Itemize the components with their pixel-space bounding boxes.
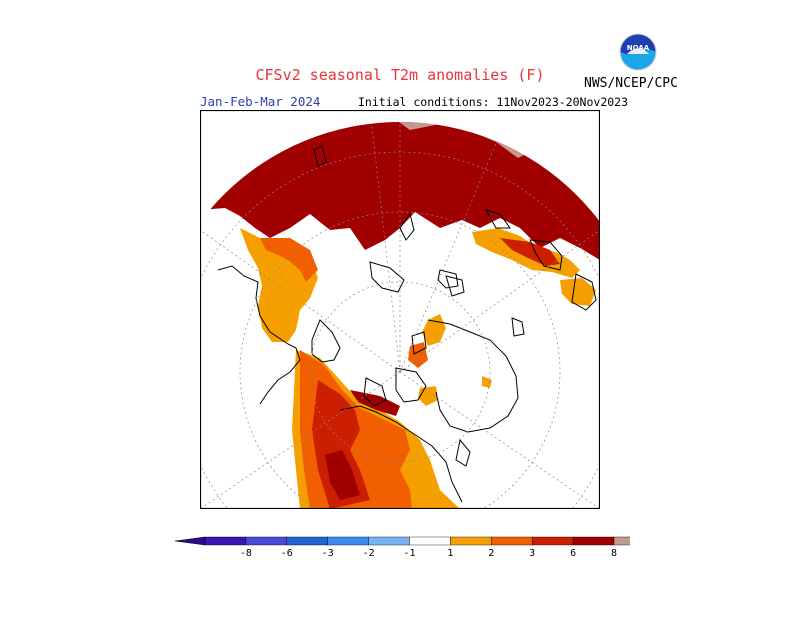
initial-conditions-label: Initial conditions: 11Nov2023-20Nov2023 (358, 95, 629, 109)
anomaly-region-orange-far-east (560, 278, 596, 306)
colorbar-tick-label: 1 (447, 548, 453, 559)
colorbar-box (491, 536, 533, 546)
polar-anomaly-map (200, 110, 600, 509)
colorbar-tick-label: 8 (611, 548, 617, 559)
anomaly-region-red-east (500, 238, 560, 266)
colorbar-box (409, 536, 451, 546)
colorbar-box (572, 536, 615, 546)
colorbar-arrow-low (175, 536, 206, 546)
season-label: Jan-Feb-Mar 2024 (200, 94, 321, 109)
colorbar-tick-label: 2 (488, 548, 494, 559)
colorbar-box (286, 536, 328, 546)
colorbar-box (204, 536, 247, 546)
colorbar-tick-label: -6 (281, 548, 293, 559)
anomaly-region-redorange-west (260, 238, 318, 282)
logo-text: NOAA (627, 44, 650, 52)
anomaly-region-small-orange (482, 376, 492, 388)
colorbar-box (327, 536, 369, 546)
colorbar-tick-label: 6 (570, 548, 576, 559)
colorbar-tick-label: 3 (529, 548, 535, 559)
colorbar-tick-label: -1 (403, 548, 415, 559)
colorbar-tick-label: -3 (322, 548, 334, 559)
colorbar: -8 -6 -3 -2 -1 1 2 3 6 8 (175, 536, 630, 559)
anomaly-region-america-darkred (325, 450, 360, 500)
colorbar-box (368, 536, 410, 546)
colorbar-box (532, 536, 574, 546)
colorbar-box (245, 536, 288, 546)
agency-label: NWS/NCEP/CPC (584, 76, 678, 91)
colorbar-box (450, 536, 492, 546)
anomaly-region-arctic-darkred (350, 390, 400, 416)
colorbar-tick-label: -8 (240, 548, 252, 559)
chart-title: CFSv2 seasonal T2m anomalies (F) (255, 66, 545, 84)
anomaly-region-america-red (312, 380, 370, 509)
noaa-logo-icon: NOAA (619, 33, 657, 71)
colorbar-box (613, 536, 630, 546)
colorbar-tick-label: -2 (363, 548, 375, 559)
